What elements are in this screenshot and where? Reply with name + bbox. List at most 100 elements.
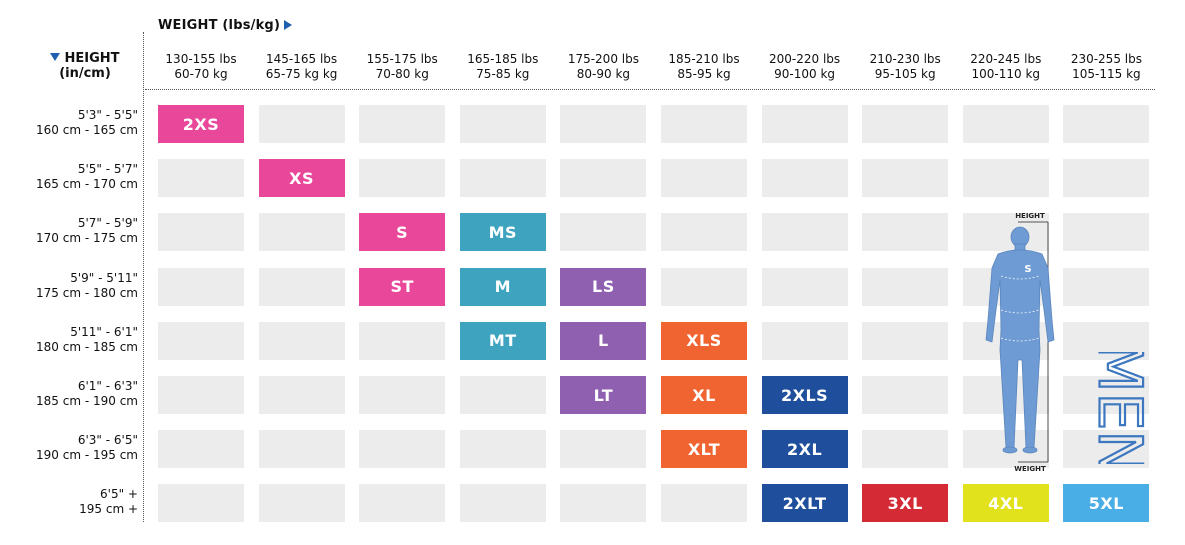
figure-weight-label: WEIGHT bbox=[1014, 465, 1046, 473]
empty-cell bbox=[158, 267, 244, 306]
empty-cell bbox=[661, 267, 747, 306]
empty-cell bbox=[661, 213, 747, 252]
empty-cell bbox=[962, 105, 1049, 143]
weight-kg: 60-70 kg bbox=[174, 67, 228, 81]
size-cell-mt: MT bbox=[459, 321, 546, 360]
empty-cell bbox=[359, 321, 446, 360]
height-header: HEIGHT (in/cm) bbox=[40, 51, 130, 81]
size-cell-5xl: 5XL bbox=[1063, 484, 1150, 523]
empty-cell bbox=[1063, 321, 1150, 360]
empty-cell bbox=[359, 376, 446, 414]
empty-cell bbox=[1063, 267, 1150, 306]
weight-kg: 70-80 kg bbox=[375, 67, 429, 81]
height-row-header: 6'5" +195 cm + bbox=[0, 487, 138, 517]
size-cell-xlt: XLT bbox=[661, 430, 747, 469]
size-cell-3xl: 3XL bbox=[862, 484, 949, 523]
size-cell-2xs: 2XS bbox=[158, 105, 244, 143]
height-row-header: 5'3" - 5'5" 160 cm - 165 cm bbox=[0, 108, 138, 138]
weight-column-header: 230-255 lbs 105-115 kg bbox=[1056, 52, 1156, 82]
weight-kg: 95-105 kg bbox=[874, 67, 936, 81]
height-in: 6'3" - 6'5" bbox=[77, 433, 138, 448]
empty-cell bbox=[158, 430, 244, 469]
empty-cell bbox=[359, 105, 446, 143]
figure-height-label: HEIGHT bbox=[1015, 212, 1045, 220]
empty-cell bbox=[761, 159, 848, 198]
height-in: 5'11" - 6'1" bbox=[70, 324, 138, 339]
empty-cell bbox=[258, 321, 345, 360]
wetsuit-figure-icon: HEIGHT WEIGHT S bbox=[985, 212, 1055, 473]
height-in: 5'3" - 5'5" bbox=[77, 108, 138, 122]
empty-cell bbox=[1063, 430, 1150, 469]
empty-cell bbox=[158, 159, 244, 198]
height-cm: 165 cm - 170 cm bbox=[36, 177, 138, 192]
size-cell-2xls: 2XLS bbox=[761, 376, 848, 414]
height-row-header: 5'11" - 6'1" 180 cm - 185 cm bbox=[0, 325, 138, 355]
empty-cell bbox=[862, 213, 949, 252]
weight-lbs: 145-165 lbs bbox=[266, 52, 338, 66]
men-label: MEN bbox=[1084, 352, 1152, 464]
empty-cell bbox=[862, 376, 949, 414]
height-cm: 195 cm + bbox=[79, 502, 138, 517]
empty-cell bbox=[560, 484, 647, 523]
empty-cell bbox=[459, 484, 546, 523]
height-in: 5'9" - 5'11" bbox=[70, 270, 138, 285]
weight-lbs: 185-210 lbs bbox=[668, 52, 740, 66]
weight-kg: 80-90 kg bbox=[576, 67, 631, 81]
height-cm: 185 cm - 190 cm bbox=[36, 394, 138, 408]
empty-cell bbox=[862, 105, 949, 143]
size-cell-ls: LS bbox=[560, 267, 647, 306]
weight-kg: 65-75 kg kg bbox=[265, 67, 338, 81]
size-cell-2xlt: 2XLT bbox=[761, 484, 848, 523]
empty-cell bbox=[560, 213, 647, 252]
empty-cell bbox=[661, 159, 747, 198]
weight-kg: 75-85 kg bbox=[476, 67, 530, 81]
empty-cell bbox=[359, 430, 446, 469]
empty-cell bbox=[560, 159, 647, 198]
empty-cell bbox=[158, 484, 244, 523]
weight-column-header: 210-230 lbs 95-105 kg bbox=[855, 52, 955, 82]
arrow-down-icon bbox=[50, 53, 61, 61]
size-cell-ms: MS bbox=[459, 213, 546, 252]
empty-cell bbox=[258, 430, 345, 469]
weight-column-header: 185-210 lbs 85-95 kg bbox=[654, 52, 754, 82]
height-cm: 180 cm - 185 cm bbox=[36, 339, 138, 354]
weight-header: WEIGHT (lbs/kg) bbox=[158, 18, 293, 33]
empty-cell bbox=[862, 321, 949, 360]
empty-cell bbox=[862, 267, 949, 306]
empty-cell bbox=[761, 321, 848, 360]
empty-cell bbox=[1063, 376, 1150, 414]
empty-cell bbox=[359, 484, 446, 523]
empty-cell bbox=[359, 159, 446, 198]
weight-column-header: 175-200 lbs 80-90 kg bbox=[553, 52, 653, 82]
empty-cell bbox=[258, 376, 345, 414]
weight-column-header: 200-220 lbs 90-100 kg bbox=[755, 52, 855, 82]
empty-cell bbox=[761, 105, 848, 143]
empty-cell bbox=[1063, 105, 1150, 143]
weight-kg: 85-95 kg bbox=[677, 67, 731, 81]
weight-lbs: 220-245 lbs bbox=[970, 52, 1042, 66]
empty-cell bbox=[158, 376, 244, 414]
size-cell-2xl: 2XL bbox=[761, 430, 848, 469]
weight-lbs: 230-255 lbs bbox=[1070, 52, 1142, 66]
empty-cell bbox=[661, 105, 747, 143]
height-row-header: 5'5" - 5'7" 165 cm - 170 cm bbox=[0, 162, 138, 192]
height-row-header: 5'7" - 5'9" 170 cm - 175 cm bbox=[0, 216, 138, 246]
weight-lbs: 210-230 lbs bbox=[869, 52, 941, 66]
weight-column-header: 155-175 lbs 70-80 kg bbox=[352, 52, 452, 82]
size-cell-xs: XS bbox=[258, 159, 345, 198]
weight-column-header: 145-165 lbs 65-75 kg kg bbox=[252, 52, 352, 82]
height-in: 6'1" - 6'3" bbox=[77, 379, 138, 393]
figure-logo: S bbox=[1024, 264, 1031, 275]
height-row-header: 5'9" - 5'11" 175 cm - 180 cm bbox=[0, 271, 138, 301]
vertical-divider bbox=[143, 32, 144, 522]
empty-cell bbox=[761, 267, 848, 306]
empty-cell bbox=[459, 376, 546, 414]
size-cell-xls: XLS bbox=[661, 321, 747, 360]
height-cm: 160 cm - 165 cm bbox=[36, 123, 138, 137]
size-cell-st: ST bbox=[359, 267, 446, 306]
height-in: 5'7" - 5'9" bbox=[77, 216, 138, 231]
weight-lbs: 200-220 lbs bbox=[769, 52, 841, 66]
weight-lbs: 155-175 lbs bbox=[366, 52, 438, 66]
horizontal-divider bbox=[145, 89, 1155, 90]
empty-cell bbox=[158, 321, 244, 360]
